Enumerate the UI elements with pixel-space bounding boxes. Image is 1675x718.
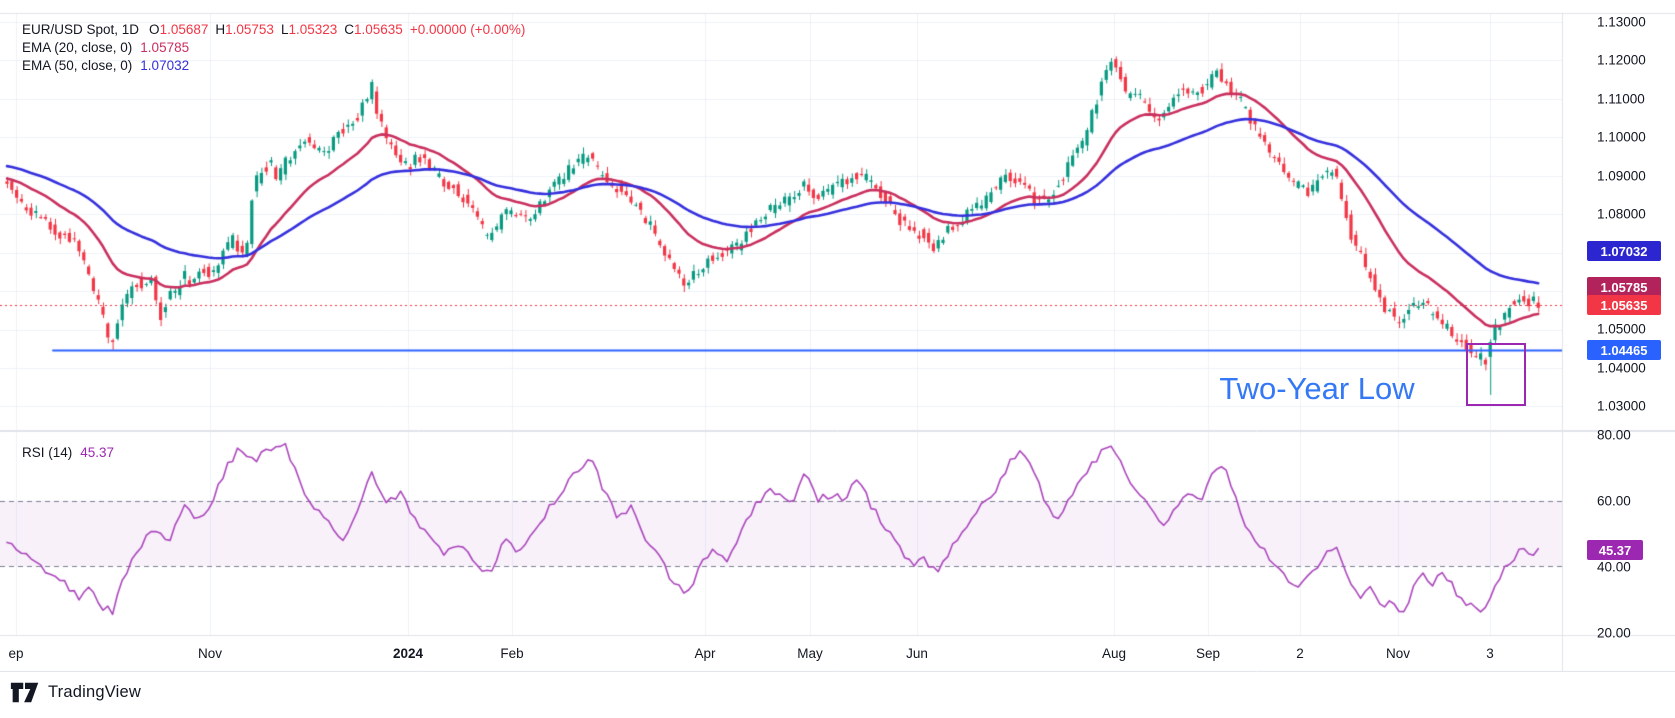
- rsi-row[interactable]: RSI (14) 45.37: [22, 444, 114, 462]
- ohlc-token: O1.05687: [149, 22, 209, 37]
- change-value: +0.00000 (+0.00%): [409, 22, 526, 37]
- time-axis-label: Apr: [694, 646, 716, 661]
- time-axis-label: Sep: [1195, 646, 1221, 661]
- ema20-row[interactable]: EMA (20, close, 0) 1.05785: [22, 39, 532, 57]
- time-axis-label: Nov: [1385, 646, 1411, 661]
- price-axis-badge: 1.05785: [1587, 277, 1661, 297]
- rsi-legend: RSI (14) 45.37: [22, 444, 114, 462]
- price-axis-label: 1.12000: [1597, 52, 1646, 68]
- price-axis-label: 1.05000: [1597, 321, 1646, 337]
- ema50-row[interactable]: EMA (50, close, 0) 1.07032: [22, 57, 532, 75]
- two-year-low-rect-annotation[interactable]: [1466, 343, 1526, 406]
- two-year-low-label[interactable]: Two-Year Low: [1219, 371, 1415, 406]
- price-axis-label: 1.11000: [1597, 91, 1645, 107]
- ema50-label: EMA (50, close, 0): [22, 58, 133, 73]
- price-axis-label: 1.04000: [1597, 360, 1646, 376]
- price-axis-badge: 1.07032: [1587, 241, 1661, 261]
- price-axis-label: 1.13000: [1597, 14, 1646, 30]
- time-axis-label: May: [797, 646, 823, 661]
- ohlc-values: O1.05687 H1.05753 L1.05323 C1.05635: [149, 22, 410, 37]
- footer: TradingView: [10, 681, 141, 704]
- time-axis-label: 3: [1486, 646, 1494, 661]
- ohlc-token: L1.05323: [280, 22, 338, 37]
- price-axis-badge: 1.05635: [1587, 295, 1661, 315]
- time-scale-axis[interactable]: ep Nov 2024 Feb Apr May Jun Aug Sep 2 Nov 3: [0, 636, 1562, 672]
- tradingview-logo-icon: [10, 682, 39, 703]
- ohlc-token: C1.05635: [344, 22, 403, 37]
- rsi-value: 45.37: [80, 445, 115, 460]
- time-axis-label: Feb: [500, 646, 524, 661]
- time-axis-label: ep: [8, 646, 24, 661]
- price-axis-label: 1.10000: [1597, 129, 1646, 145]
- rsi-label: RSI (14): [22, 445, 73, 460]
- rsi-axis-label: 60.00: [1597, 493, 1631, 509]
- price-axis-label: 1.03000: [1597, 398, 1646, 414]
- rsi-axis-label: 20.00: [1597, 625, 1631, 641]
- time-axis-label: 2: [1296, 646, 1304, 661]
- price-scale-axis[interactable]: 1.13000 1.12000 1.11000 1.10000 1.09000 1.080…: [1562, 0, 1675, 672]
- chart-canvas[interactable]: [0, 0, 1675, 672]
- time-axis-label: 2024: [392, 646, 424, 661]
- time-axis-label: Jun: [906, 646, 928, 661]
- ema20-label: EMA (20, close, 0): [22, 40, 133, 55]
- rsi-value-badge: 45.37: [1587, 540, 1643, 560]
- ema20-value: 1.05785: [140, 40, 190, 55]
- ema50-value: 1.07032: [140, 58, 190, 73]
- price-axis-label: 1.08000: [1597, 206, 1646, 222]
- symbol-legend: EUR/USD Spot, 1D O1.05687 H1.05753 L1.05323…: [22, 21, 532, 75]
- tradingview-brand: TradingView: [48, 683, 141, 701]
- price-axis-badge: 1.04465: [1587, 340, 1661, 360]
- symbol-row[interactable]: EUR/USD Spot, 1D O1.05687 H1.05753 L1.05323…: [22, 21, 532, 39]
- ohlc-token: H1.05753: [215, 22, 274, 37]
- time-axis-label: Aug: [1101, 646, 1127, 661]
- rsi-axis-label: 40.00: [1597, 559, 1631, 575]
- rsi-axis-label: 80.00: [1597, 427, 1631, 443]
- symbol-title: EUR/USD Spot, 1D: [22, 22, 140, 37]
- time-axis-label: Nov: [197, 646, 223, 661]
- price-axis-label: 1.09000: [1597, 168, 1646, 184]
